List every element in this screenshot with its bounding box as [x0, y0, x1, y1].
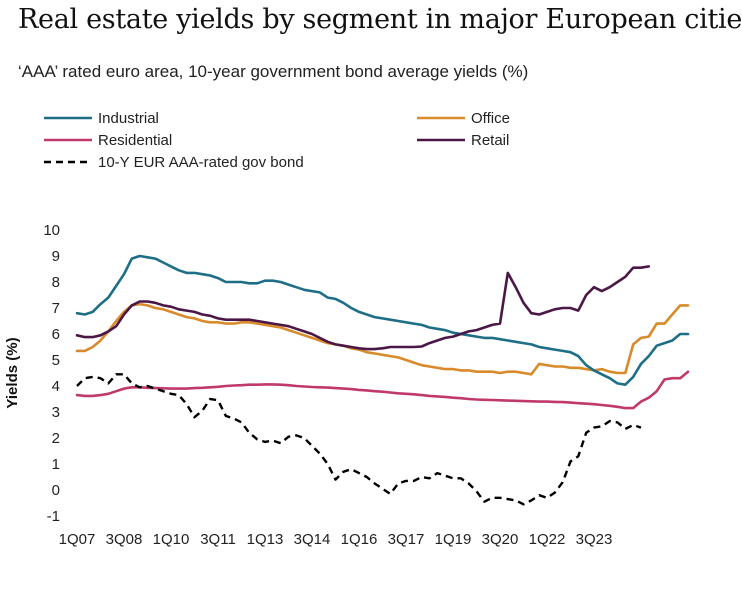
- y-tick-label: 0: [52, 482, 60, 499]
- legend-label-bond: 10-Y EUR AAA-rated gov bond: [98, 154, 304, 171]
- chart-subtitle: ‘AAA’ rated euro area, 10-year governmen…: [18, 62, 529, 81]
- series-lines: [75, 254, 690, 506]
- series-line-industrial: [75, 254, 690, 387]
- x-tick-label: 1Q22: [529, 531, 566, 548]
- y-axis-label: Yields (%): [4, 337, 21, 408]
- legend: Industrial Office Residential Retail 10-Y EU…: [44, 110, 510, 171]
- series-line-residential: [75, 370, 690, 410]
- series-line-office: [75, 302, 690, 376]
- x-tick-label: 3Q20: [482, 531, 519, 548]
- y-tick-label: 8: [52, 274, 60, 291]
- legend-label-retail: Retail: [471, 132, 509, 149]
- y-tick-label: 1: [52, 456, 60, 473]
- series-line-retail: [75, 265, 651, 351]
- x-tick-label: 1Q13: [247, 531, 284, 548]
- x-tick-label: 3Q23: [576, 531, 613, 548]
- y-tick-label: 5: [52, 352, 60, 369]
- x-tick-label: 1Q07: [59, 531, 96, 548]
- y-tick-label: 10: [43, 222, 60, 239]
- x-tick-label: 3Q17: [388, 531, 425, 548]
- legend-label-office: Office: [471, 110, 510, 127]
- series-line-bond: [76, 373, 642, 506]
- x-tick-label: 1Q10: [153, 531, 190, 548]
- x-tick-label: 3Q14: [294, 531, 331, 548]
- y-tick-label: -1: [47, 508, 60, 525]
- y-tick-label: 4: [52, 378, 60, 395]
- y-tick-label: 3: [52, 404, 60, 421]
- chart-title: Real estate yields by segment in major E…: [18, 4, 742, 35]
- y-tick-label: 9: [52, 248, 60, 265]
- legend-label-industrial: Industrial: [98, 110, 159, 127]
- y-tick-label: 6: [52, 326, 60, 343]
- x-tick-label: 3Q08: [106, 531, 143, 548]
- y-tick-label: 2: [52, 430, 60, 447]
- x-tick-label: 3Q11: [200, 531, 236, 548]
- legend-label-residential: Residential: [98, 132, 172, 149]
- x-tick-label: 1Q16: [341, 531, 378, 548]
- x-tick-label: 1Q19: [435, 531, 472, 548]
- y-tick-label: 7: [52, 300, 60, 317]
